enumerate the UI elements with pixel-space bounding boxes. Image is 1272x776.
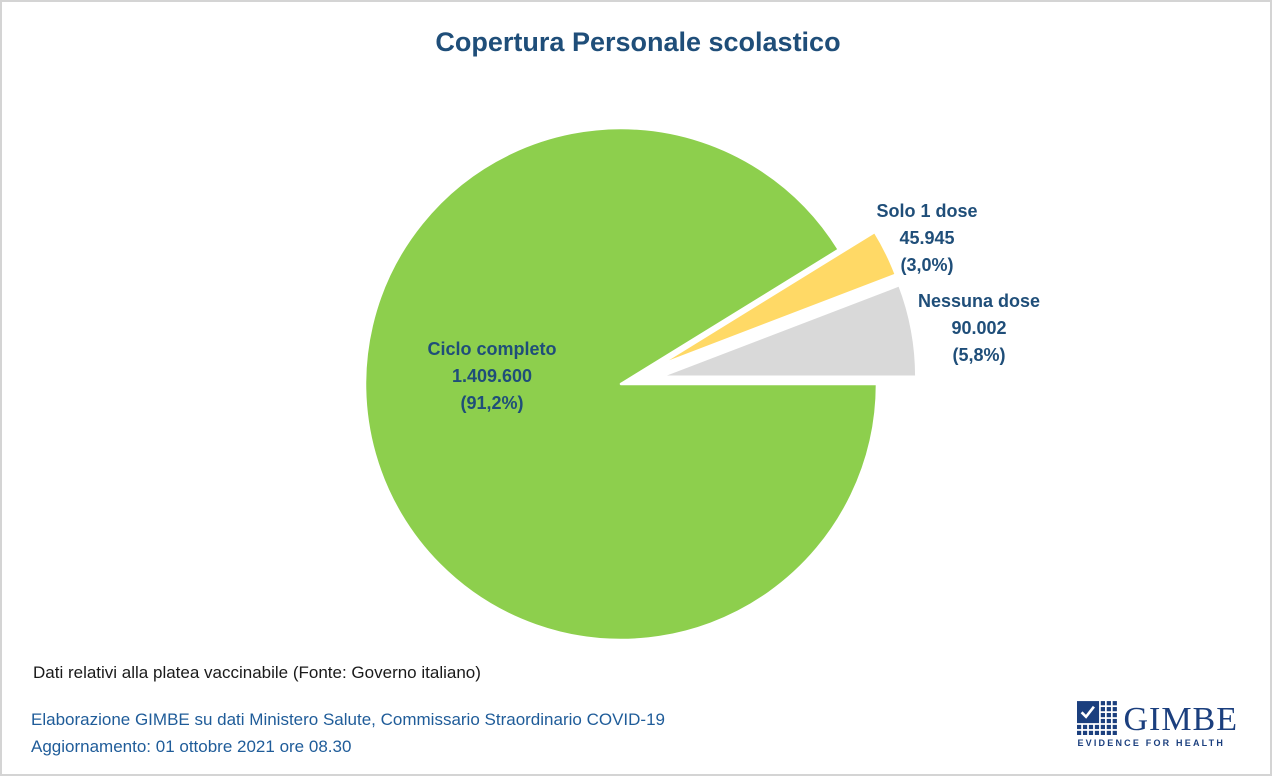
slice-label-nessuna-dose: Nessuna dose 90.002 (5,8%): [889, 288, 1069, 369]
pie-slice: [363, 126, 879, 642]
slice-percent: (3,0%): [900, 255, 954, 275]
slice-label-solo-1-dose: Solo 1 dose 45.945 (3,0%): [837, 198, 1017, 279]
pie-slice: [659, 283, 918, 378]
slice-label-ciclo-completo: Ciclo completo 1.409.600 (91,2%): [382, 336, 602, 417]
gimbe-logo-name: GIMBE: [1123, 701, 1238, 738]
slice-name: Ciclo completo: [427, 339, 557, 359]
credits-update-line: Aggiornamento: 01 ottobre 2021 ore 08.30: [31, 737, 352, 756]
gimbe-logo-grid-check-icon: [1077, 701, 1118, 735]
slice-name: Solo 1 dose: [876, 201, 978, 221]
chart-title: Copertura Personale scolastico: [435, 27, 841, 57]
slice-value: 1.409.600: [451, 366, 533, 386]
gimbe-logo: GIMBE EVIDENCE FOR HEALTH: [1077, 701, 1238, 748]
pie-slice: [655, 230, 898, 368]
footnote-text: Dati relativi alla platea vaccinabile (F…: [33, 663, 481, 682]
slice-percent: (5,8%): [952, 345, 1006, 365]
credits-block: Elaborazione GIMBE su dati Ministero Sal…: [31, 706, 665, 760]
slice-percent: (91,2%): [460, 393, 524, 413]
slice-value: 90.002: [951, 318, 1007, 338]
slice-value: 45.945: [899, 228, 955, 248]
slice-name: Nessuna dose: [917, 291, 1041, 311]
gimbe-logo-tagline: EVIDENCE FOR HEALTH: [1077, 738, 1226, 748]
credits-source-line: Elaborazione GIMBE su dati Ministero Sal…: [31, 710, 665, 729]
